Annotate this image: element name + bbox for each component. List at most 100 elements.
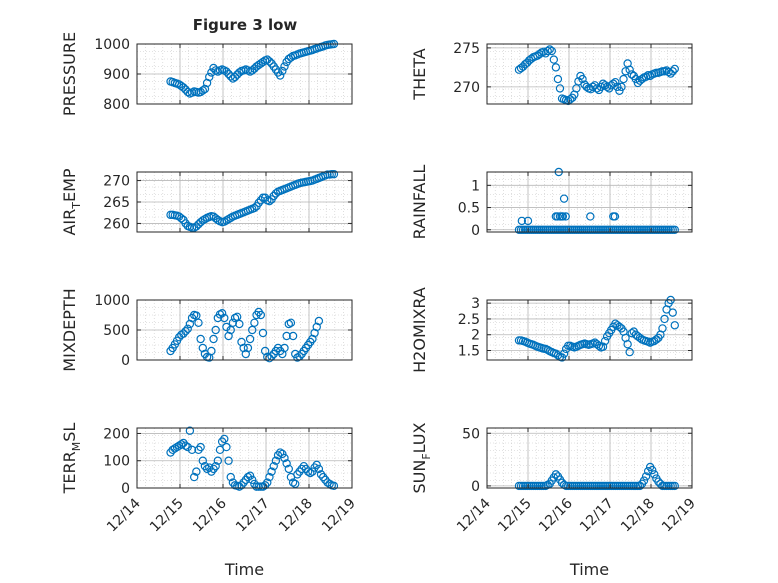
data-point: [299, 461, 309, 471]
data-point: [243, 343, 253, 353]
y-axis-label: H2OMIXRA: [410, 287, 429, 373]
y-axis-label: SUNFLUX: [410, 422, 433, 493]
y-tick-label: 50: [462, 426, 480, 442]
y-tick-label: 1.5: [458, 344, 480, 360]
y-tick-label: 100: [103, 454, 130, 470]
data-point: [187, 445, 197, 455]
data-point: [329, 169, 339, 179]
data-point: [329, 481, 339, 491]
data-point: [183, 442, 192, 452]
data-point: [177, 214, 186, 223]
data-point: [271, 456, 281, 465]
subplot-pressure: 800 900 1000 PRESSURE: [60, 32, 353, 116]
data-point: [558, 212, 568, 221]
data-point: [648, 465, 657, 475]
data-point: [286, 318, 296, 327]
data-point: [278, 449, 287, 459]
data-point: [619, 74, 628, 84]
data-point: [194, 445, 203, 455]
data-points: [514, 45, 679, 106]
data-point: [566, 95, 575, 104]
data-point: [258, 328, 268, 338]
data-point: [198, 456, 207, 465]
y-tick-label: 0: [471, 223, 480, 239]
data-point: [220, 217, 229, 226]
data-point: [205, 72, 214, 82]
data-point: [260, 481, 270, 490]
data-point: [627, 70, 636, 79]
data-point: [316, 470, 326, 479]
data-point: [517, 216, 527, 226]
y-axis-label: RAINFALL: [410, 165, 429, 240]
data-point: [586, 212, 595, 221]
data-point: [226, 472, 235, 482]
data-point: [211, 461, 220, 471]
data-point: [623, 340, 632, 349]
data-point: [196, 334, 205, 344]
data-point: [275, 448, 285, 457]
data-point: [183, 324, 192, 333]
data-point: [617, 82, 626, 92]
figure-title: Figure 3 low: [193, 16, 298, 34]
y-axis-label: AIRTEMP: [60, 168, 83, 235]
data-point: [213, 456, 223, 465]
y-tick-label: 0.5: [458, 201, 480, 217]
y-tick-label: 270: [453, 80, 480, 96]
data-point: [230, 72, 240, 82]
y-axis-label: THETA: [410, 48, 429, 100]
subplot-air_temp: 260 265 270 AIRTEMP: [60, 168, 353, 236]
data-point: [265, 57, 274, 66]
y-tick-label: 2.5: [458, 312, 480, 328]
data-point: [668, 308, 677, 317]
axes-box: [486, 427, 693, 489]
y-tick-label: 1000: [94, 293, 130, 309]
data-point: [189, 472, 199, 482]
data-point: [192, 222, 201, 231]
data-point: [641, 472, 651, 481]
data-point: [183, 87, 192, 97]
data-point: [553, 212, 562, 221]
data-point: [639, 476, 649, 485]
data-point: [217, 437, 227, 446]
data-point: [314, 316, 324, 326]
data-point: [222, 67, 231, 76]
y-axis-label: PRESSURE: [60, 32, 79, 116]
data-point: [310, 463, 319, 472]
data-point: [265, 472, 274, 482]
y-tick-label: 270: [103, 174, 130, 190]
data-point: [658, 324, 667, 333]
data-points: [514, 295, 679, 362]
data-point: [555, 84, 565, 93]
data-point: [312, 460, 321, 470]
data-point: [547, 46, 556, 56]
axes-box: [486, 43, 693, 105]
data-points: [166, 307, 324, 363]
data-point: [280, 343, 289, 353]
data-points: [514, 462, 679, 491]
data-point: [207, 467, 216, 476]
data-point: [217, 309, 227, 318]
data-point: [306, 468, 315, 478]
data-point: [250, 203, 259, 213]
data-point: [202, 464, 212, 474]
subplot-theta: 270 275 THETA: [410, 41, 693, 106]
y-tick-label: 200: [103, 426, 130, 442]
axes-box: [486, 171, 693, 233]
data-point: [611, 77, 620, 87]
data-point: [174, 441, 184, 450]
data-point: [551, 63, 561, 72]
data-point: [271, 189, 281, 198]
subplot-h2omixra: 1.522.53 H2OMIXRA: [410, 287, 693, 373]
data-point: [245, 471, 255, 480]
data-point: [196, 442, 205, 452]
data-points: [166, 39, 339, 98]
data-point: [303, 467, 313, 476]
y-tick-label: 1: [471, 178, 480, 194]
data-point: [181, 327, 190, 336]
data-point: [666, 69, 675, 78]
data-point: [625, 347, 634, 357]
data-point: [670, 481, 679, 491]
y-tick-label: 0: [471, 479, 480, 495]
data-point: [248, 475, 257, 485]
y-tick-label: 260: [103, 216, 130, 232]
